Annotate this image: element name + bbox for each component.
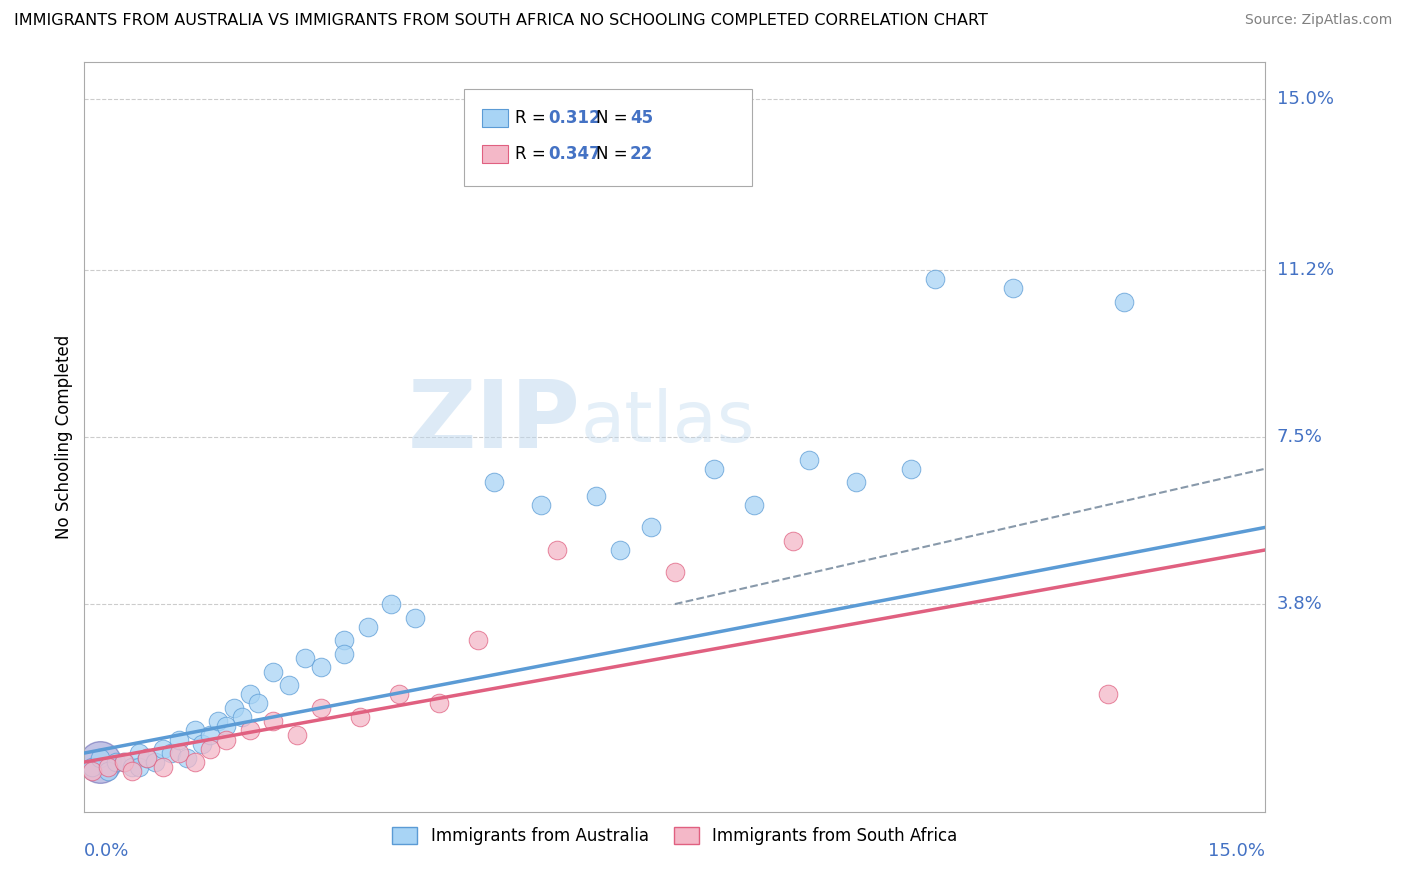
- Point: [97, 764, 120, 778]
- Point: [239, 687, 262, 701]
- Text: atlas: atlas: [581, 388, 755, 457]
- Point: [97, 759, 120, 773]
- Point: [207, 714, 229, 729]
- Point: [388, 687, 411, 701]
- Text: 0.0%: 0.0%: [84, 842, 129, 860]
- Point: [104, 755, 127, 769]
- Text: 15.0%: 15.0%: [1208, 842, 1265, 860]
- Point: [183, 723, 205, 738]
- Text: ZIP: ZIP: [408, 376, 581, 468]
- Point: [262, 714, 284, 729]
- Point: [309, 701, 332, 715]
- Text: N =: N =: [596, 109, 633, 127]
- Point: [200, 741, 222, 756]
- Text: IMMIGRANTS FROM AUSTRALIA VS IMMIGRANTS FROM SOUTH AFRICA NO SCHOOLING COMPLETED: IMMIGRANTS FROM AUSTRALIA VS IMMIGRANTS …: [14, 13, 988, 29]
- Point: [357, 620, 380, 634]
- Text: 0.347: 0.347: [548, 145, 602, 163]
- Text: R =: R =: [515, 145, 551, 163]
- Point: [167, 746, 190, 760]
- Point: [231, 710, 253, 724]
- Point: [128, 746, 150, 760]
- Point: [239, 723, 262, 738]
- Text: Source: ZipAtlas.com: Source: ZipAtlas.com: [1244, 13, 1392, 28]
- Point: [482, 475, 505, 490]
- Point: [294, 651, 316, 665]
- Point: [89, 750, 111, 764]
- Point: [1002, 281, 1025, 295]
- Text: 45: 45: [630, 109, 652, 127]
- Text: 3.8%: 3.8%: [1277, 595, 1322, 613]
- Point: [128, 759, 150, 773]
- Point: [89, 755, 111, 769]
- Point: [121, 764, 143, 778]
- Point: [1097, 687, 1119, 701]
- Point: [349, 710, 371, 724]
- Text: 22: 22: [630, 145, 654, 163]
- Point: [167, 732, 190, 747]
- Point: [262, 665, 284, 679]
- Point: [82, 764, 104, 778]
- Point: [246, 697, 269, 711]
- Point: [467, 633, 489, 648]
- Text: 15.0%: 15.0%: [1277, 89, 1333, 108]
- Point: [924, 272, 946, 286]
- Point: [112, 755, 135, 769]
- Point: [152, 759, 174, 773]
- Point: [900, 461, 922, 475]
- Point: [82, 759, 104, 773]
- Text: 7.5%: 7.5%: [1277, 428, 1323, 446]
- Point: [546, 543, 568, 558]
- Point: [404, 610, 426, 624]
- Point: [160, 746, 183, 760]
- Point: [845, 475, 868, 490]
- Point: [664, 566, 686, 580]
- Point: [222, 701, 245, 715]
- Point: [200, 728, 222, 742]
- Point: [136, 750, 159, 764]
- Point: [183, 755, 205, 769]
- Text: N =: N =: [596, 145, 633, 163]
- Point: [380, 597, 402, 611]
- Point: [530, 498, 553, 512]
- Y-axis label: No Schooling Completed: No Schooling Completed: [55, 335, 73, 539]
- Point: [152, 741, 174, 756]
- Point: [797, 452, 820, 467]
- Point: [176, 750, 198, 764]
- Point: [285, 728, 308, 742]
- Point: [640, 520, 662, 534]
- Point: [143, 755, 166, 769]
- Point: [112, 755, 135, 769]
- Point: [1112, 294, 1135, 309]
- Point: [585, 489, 607, 503]
- Point: [609, 543, 631, 558]
- Text: 0.312: 0.312: [548, 109, 600, 127]
- Point: [136, 750, 159, 764]
- Point: [333, 633, 356, 648]
- Text: R =: R =: [515, 109, 551, 127]
- Point: [427, 697, 450, 711]
- Point: [782, 533, 804, 548]
- Point: [309, 660, 332, 674]
- Point: [278, 678, 301, 692]
- Legend: Immigrants from Australia, Immigrants from South Africa: Immigrants from Australia, Immigrants fr…: [385, 821, 965, 852]
- Point: [121, 759, 143, 773]
- Text: 11.2%: 11.2%: [1277, 261, 1334, 279]
- Point: [333, 647, 356, 661]
- Point: [191, 737, 214, 751]
- Point: [703, 461, 725, 475]
- Point: [742, 498, 765, 512]
- Point: [215, 719, 238, 733]
- Point: [215, 732, 238, 747]
